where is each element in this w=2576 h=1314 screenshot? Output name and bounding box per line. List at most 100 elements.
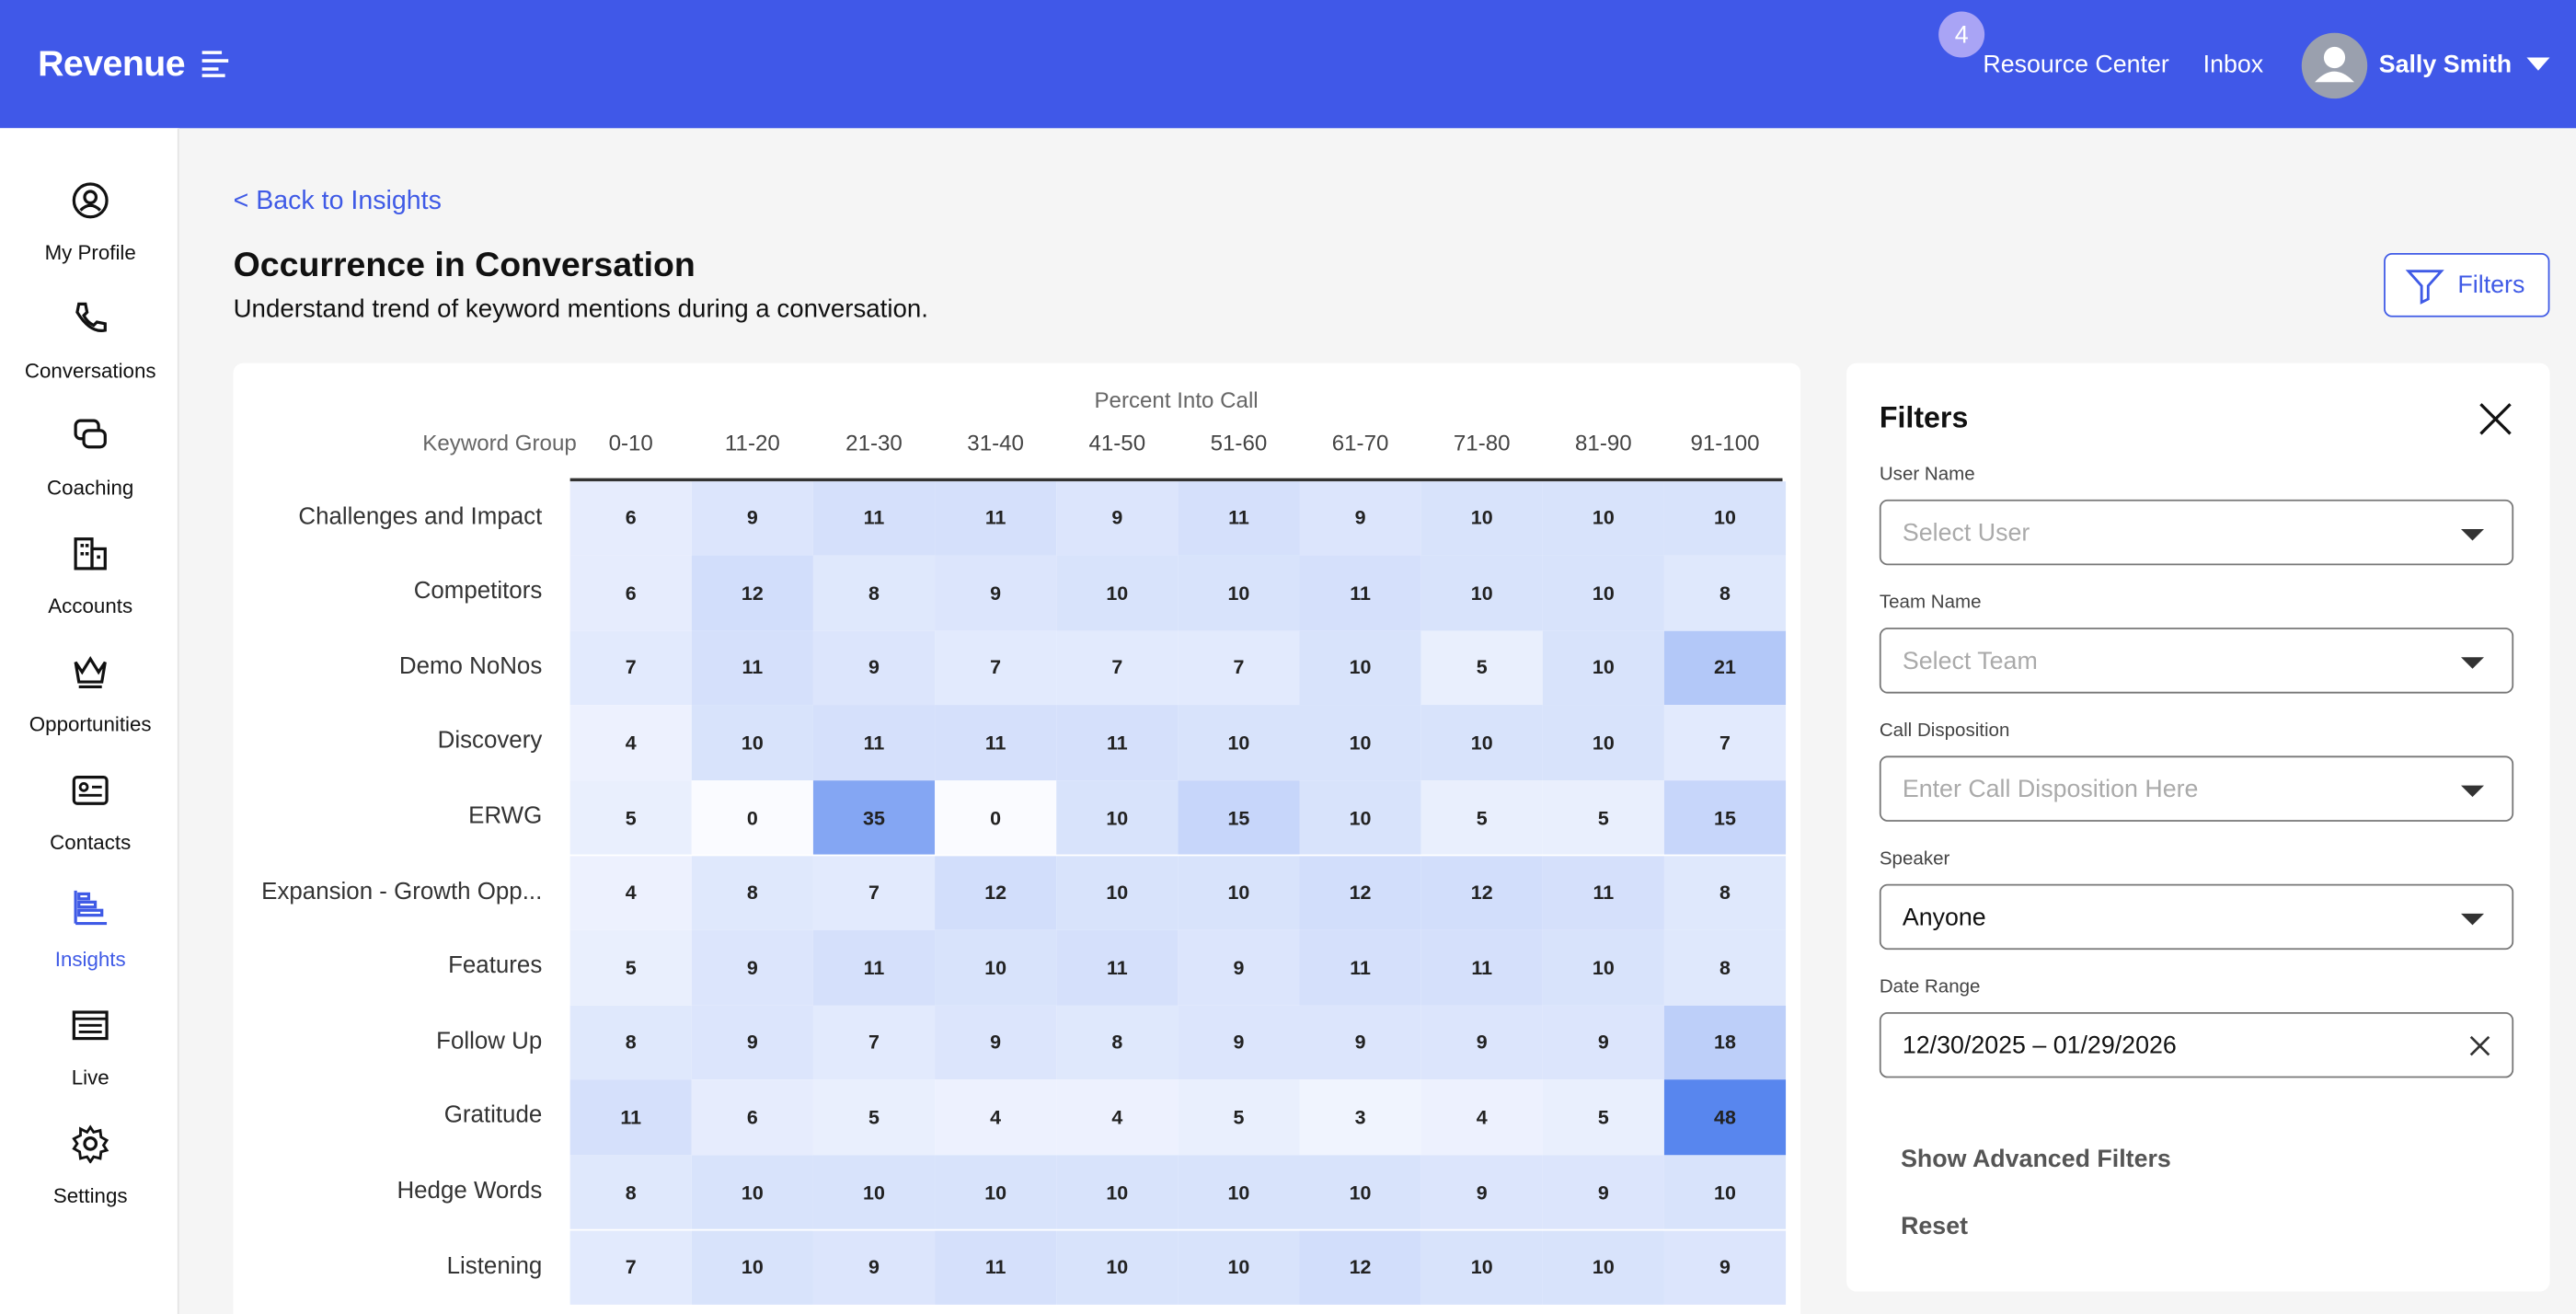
nav-label[interactable]: My Profile [44,241,136,265]
nav-icon[interactable] [71,888,110,928]
column-label: 0-10 [608,430,653,455]
back-link[interactable]: < Back to Insights [233,187,442,215]
field[interactable]: Anyone [1879,883,2514,951]
heatmap-cell: 18 [1663,1005,1787,1080]
avatar[interactable] [2300,31,2369,100]
heatmap-cell: 11 [1056,705,1179,781]
nav-icon[interactable] [71,180,110,220]
heatmap-cell: 12 [935,855,1057,930]
heatmap-cell: 11 [1420,929,1543,1006]
logo-mark [201,51,229,77]
heatmap-cell: 5 [1542,780,1664,856]
nav-label[interactable]: Opportunities [29,712,152,736]
nav-label[interactable]: Coaching [47,477,134,501]
field[interactable]: 12/30/2025 – 01/29/2026 [1879,1011,2514,1078]
heatmap-cell: 10 [1299,1155,1421,1230]
heatmap-cell: 10 [1420,1229,1543,1306]
heatmap-cell: 10 [1663,480,1787,556]
heatmap-cell: 6 [569,480,692,556]
dropdown-caret[interactable] [2459,655,2486,670]
header-link[interactable]: Inbox [2202,51,2264,79]
nav-icon[interactable] [71,770,110,810]
heatmap-cell: 10 [691,1229,813,1306]
heatmap-cell: 12 [1299,855,1421,930]
heatmap-cell: 11 [812,480,936,556]
field-label: Speaker [1879,849,1950,870]
heatmap-cell: 10 [691,705,813,781]
heatmap-cell: 8 [569,1005,692,1080]
heatmap-cell: 10 [1056,555,1179,631]
row-label: Features [448,952,543,980]
user-name[interactable]: Sally Smith [2378,51,2513,79]
heatmap-cell: 7 [569,1229,692,1306]
field[interactable]: Select Team [1879,628,2514,694]
heatmap-cell: 9 [1420,1155,1543,1230]
heatmap-cell: 11 [569,1079,692,1156]
nav-label[interactable]: Contacts [50,830,132,854]
heatmap-cell: 9 [1178,1005,1300,1080]
dropdown-caret[interactable] [2459,784,2486,799]
clear-icon[interactable] [2469,1035,2490,1056]
heatmap-cell: 4 [569,705,692,781]
heatmap-cell: 9 [812,1229,936,1306]
heatmap-cell: 10 [691,1155,813,1230]
nav-icon[interactable] [71,1124,110,1163]
nav-label[interactable]: Insights [54,948,126,972]
nav-icon[interactable] [71,416,110,455]
row-header: Keyword Group [422,430,577,455]
page-subtitle: Understand trend of keyword mentions dur… [233,295,929,324]
heatmap-cell: 11 [1178,480,1300,556]
nav-label[interactable]: Live [71,1066,109,1089]
filters-button[interactable] [2384,252,2550,317]
row-label: Demo NoNos [398,653,543,680]
column-label: 31-40 [967,430,1024,455]
nav-icon[interactable] [71,298,110,338]
close-icon[interactable] [2478,401,2513,437]
row-label: ERWG [468,803,543,830]
heatmap-cell: 10 [935,1155,1057,1230]
header-link[interactable]: Resource Center [1983,51,2169,79]
column-label: 91-100 [1690,430,1760,455]
column-label: 11-20 [724,430,780,455]
heatmap-cell: 8 [1056,1005,1179,1080]
heatmap-cell: 12 [1420,855,1543,930]
heatmap-cell: 8 [1663,929,1787,1006]
nav-icon[interactable] [71,1006,110,1045]
nav-icon[interactable] [71,652,110,692]
heatmap-cell: 5 [1420,630,1543,706]
heatmap-cell: 10 [1420,480,1543,556]
heatmap-cell: 8 [812,555,936,631]
field-label: Team Name [1879,593,1982,614]
field[interactable]: Enter Call Disposition Here [1879,755,2514,822]
column-label: 61-70 [1331,430,1389,455]
dropdown-caret[interactable] [2459,527,2486,542]
heatmap-cell: 11 [1299,555,1421,631]
heatmap-cell: 11 [812,705,936,781]
field[interactable]: Select User [1879,499,2514,566]
nav-label[interactable]: Conversations [24,359,156,383]
filter-icon[interactable] [2405,266,2444,305]
user-caret[interactable] [2525,56,2552,73]
heatmap-cell: 10 [1542,705,1664,781]
nav-label[interactable]: Accounts [48,594,133,618]
heatmap-cell: 10 [1420,555,1543,631]
heatmap-cell: 10 [1178,1155,1300,1230]
reset[interactable]: Reset [1901,1212,1969,1241]
dropdown-caret[interactable] [2459,912,2486,927]
heatmap-cell: 5 [1542,1079,1664,1156]
column-label: 81-90 [1575,430,1632,455]
top-bar [0,0,2576,129]
column-label: 21-30 [845,430,903,455]
heatmap-cell: 10 [1420,705,1543,781]
heatmap-cell: 11 [935,480,1057,556]
heatmap-cell: 7 [1178,630,1300,706]
heatmap-cell: 11 [1542,855,1664,930]
heatmap-cell: 10 [935,929,1057,1006]
heatmap-cell: 11 [935,1229,1057,1306]
filters-button-label[interactable]: Filters [2457,271,2525,299]
heatmap-cell: 10 [1542,1229,1664,1306]
advanced-filters[interactable]: Show Advanced Filters [1901,1145,2171,1173]
heatmap-cell: 12 [691,555,813,631]
nav-label[interactable]: Settings [52,1183,128,1207]
nav-icon[interactable] [71,535,110,574]
